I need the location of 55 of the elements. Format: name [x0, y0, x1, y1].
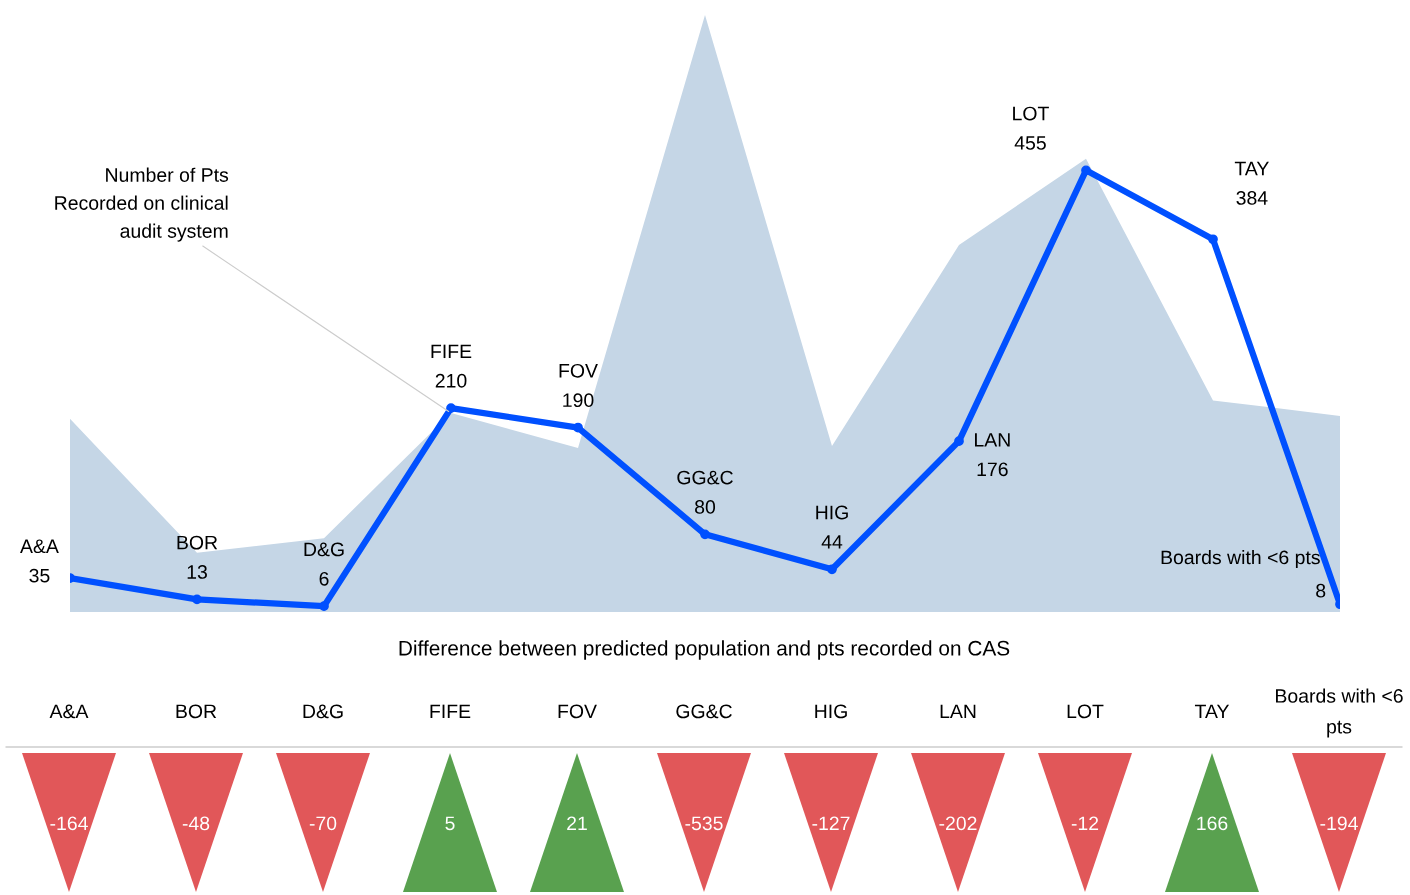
data-label: 176: [977, 462, 1008, 477]
category-label: HIG: [816, 505, 848, 520]
data-label: 21: [567, 816, 587, 831]
data-label: 8: [1316, 583, 1326, 598]
category-label: D&G: [303, 704, 343, 719]
category-label: HIG: [815, 704, 847, 719]
data-label: -535: [685, 816, 723, 831]
data-label: -194: [1320, 816, 1358, 831]
category-label: LAN: [975, 433, 1010, 447]
data-label: 455: [1014, 136, 1046, 150]
point: [446, 403, 456, 414]
data-label: -202: [939, 816, 977, 831]
category-label: TAY: [1234, 161, 1269, 176]
data-label: 44: [821, 535, 843, 549]
category-label: LOT: [1067, 704, 1104, 719]
category-label: FIFE: [430, 704, 471, 719]
data-label: 6: [319, 571, 329, 586]
point: [319, 601, 329, 612]
data-label: 166: [1197, 816, 1228, 831]
data-label: 80: [695, 500, 716, 514]
category-label: Boards with <6 pts: [1161, 550, 1320, 569]
category-label: GG&C: [676, 704, 732, 719]
category-label: BOR: [177, 535, 218, 550]
category-label: Boards with <6 pts: [1276, 688, 1403, 738]
data-label: 35: [29, 568, 50, 583]
category-label: FOV: [558, 704, 597, 719]
data-label: -12: [1071, 816, 1099, 831]
category-label: D&G: [304, 542, 344, 557]
point: [1208, 234, 1218, 245]
data-label: -48: [182, 816, 210, 831]
category-label: TAY: [1194, 704, 1230, 719]
data-label: -127: [812, 816, 850, 831]
category-label: A&A: [49, 704, 89, 719]
data-label: -164: [50, 816, 88, 831]
point: [954, 436, 964, 447]
data-label: 5: [445, 816, 455, 831]
data-label: 13: [187, 565, 207, 579]
category-label: FOV: [559, 363, 598, 378]
data-label: -70: [309, 816, 337, 831]
point: [827, 564, 837, 575]
category-label: LOT: [1013, 106, 1049, 121]
category-label: BOR: [176, 704, 217, 719]
category-label: A&A: [20, 539, 59, 554]
point: [700, 529, 710, 540]
text: Difference between predicted population and pts recorded on CAS: [399, 640, 1010, 660]
point: [573, 422, 583, 433]
point: [192, 594, 202, 605]
data-label: 384: [1236, 191, 1268, 205]
category-label: GG&C: [677, 470, 733, 485]
annotation: Number of Pts Recorded on clinical audit system: [55, 167, 229, 242]
point: [1081, 165, 1091, 176]
data-label: 210: [435, 373, 467, 388]
category-label: FIFE: [431, 344, 472, 359]
category-label: LAN: [940, 704, 976, 719]
data-label: 190: [563, 393, 594, 408]
